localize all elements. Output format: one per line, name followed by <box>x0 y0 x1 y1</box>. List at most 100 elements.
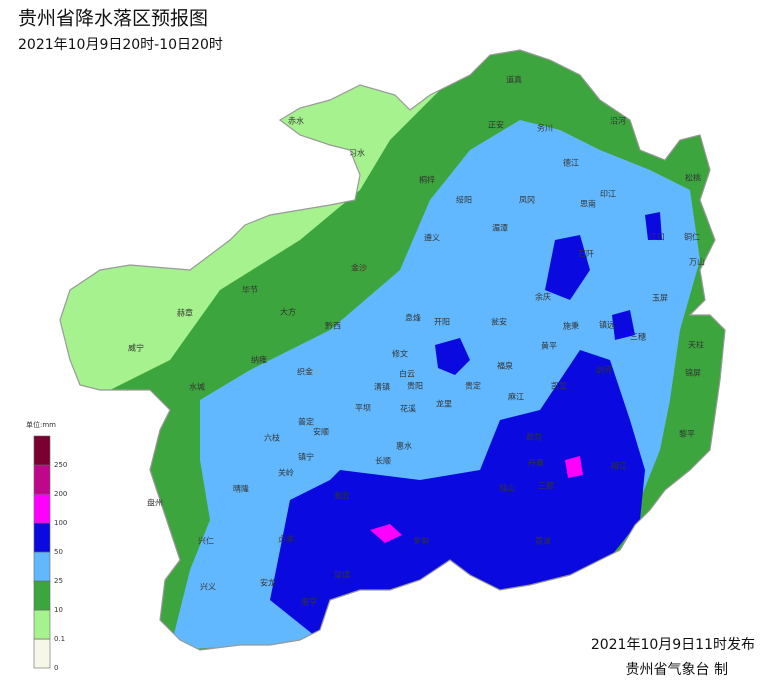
place-label: 黄平 <box>541 341 557 351</box>
place-label: 关岭 <box>278 468 294 478</box>
place-label: 紫云 <box>334 492 350 501</box>
legend-tick-label: 10 <box>54 606 63 614</box>
place-label: 开阳 <box>434 318 450 327</box>
place-label: 沿河 <box>610 116 626 126</box>
place-label: 六枝 <box>264 433 280 443</box>
area-50-100 <box>435 338 470 375</box>
legend-swatch <box>33 435 51 466</box>
place-label: 赫章 <box>177 308 193 318</box>
place-label: 麻江 <box>508 392 524 402</box>
place-label: 惠水 <box>396 441 412 451</box>
place-label: 瓮安 <box>491 317 507 327</box>
place-label: 福泉 <box>497 361 513 371</box>
place-label: 丹寨 <box>528 458 544 468</box>
legend-tick-label: 25 <box>54 577 63 585</box>
place-label: 都匀 <box>526 432 542 442</box>
place-label: 荔波 <box>535 536 551 546</box>
agency: 贵州省气象台 制 <box>626 662 728 678</box>
place-label: 安顺 <box>313 427 329 437</box>
place-label: 晴隆 <box>233 484 249 494</box>
place-label: 剑河 <box>596 365 612 375</box>
place-label: 纳雍 <box>251 355 267 365</box>
place-label: 赤水 <box>288 116 304 126</box>
legend-swatch <box>33 464 51 495</box>
place-label: 兴义 <box>200 583 216 592</box>
place-label: 镇宁 <box>298 452 314 462</box>
place-label: 石阡 <box>578 250 594 259</box>
place-label: 龙里 <box>436 399 452 409</box>
legend-tick-label: 100 <box>54 519 67 527</box>
legend-swatch <box>33 522 51 553</box>
place-label: 清镇 <box>374 382 390 392</box>
place-label: 息烽 <box>405 313 421 323</box>
legend-tick-label: 50 <box>54 548 63 556</box>
place-label: 大方 <box>280 307 296 317</box>
place-label: 锦屏 <box>685 368 701 378</box>
title: 贵州省降水落区预报图 <box>18 8 208 30</box>
place-label: 贞丰 <box>278 534 294 544</box>
place-label: 万山 <box>689 257 705 267</box>
place-label: 遵义 <box>424 233 440 243</box>
area-50-100 <box>545 235 590 300</box>
place-label: 凯里 <box>551 381 567 391</box>
place-label: 花溪 <box>400 404 416 414</box>
area-100-200 <box>370 524 402 543</box>
legend: 0 0.1 10 25 50 100 200 250 <box>33 435 67 672</box>
legend-tick-label: 200 <box>54 490 67 498</box>
place-label: 德江 <box>563 158 579 168</box>
place-label: 册亨 <box>301 597 317 607</box>
place-label: 贵定 <box>465 381 481 391</box>
place-label: 桐梓 <box>419 175 435 185</box>
place-label: 三穗 <box>630 332 646 342</box>
area-100-200 <box>565 456 583 478</box>
place-label: 铜仁 <box>684 232 700 242</box>
place-label: 长顺 <box>375 456 391 466</box>
place-label: 施秉 <box>563 321 579 331</box>
place-label: 兴仁 <box>198 536 214 546</box>
place-label: 水城 <box>189 382 205 392</box>
legend-swatch <box>33 551 51 582</box>
place-label: 黔西 <box>325 321 341 331</box>
place-label: 安龙 <box>260 578 276 588</box>
place-label: 毕节 <box>242 285 258 295</box>
legend-tick-label: 250 <box>54 461 67 469</box>
place-label: 务川 <box>537 123 553 133</box>
place-label: 江口 <box>649 233 665 242</box>
place-label: 独山 <box>499 483 515 493</box>
legend-tick-label: 0 <box>54 664 58 672</box>
place-label: 金沙 <box>351 263 367 273</box>
place-label: 玉屏 <box>652 294 668 303</box>
place-label: 绥阳 <box>456 195 472 205</box>
legend-swatch <box>33 609 51 640</box>
issue-time: 2021年10月9日11时发布 <box>591 637 755 653</box>
area-50-100 <box>270 350 645 640</box>
area-50-100 <box>612 310 635 340</box>
legend-swatch <box>33 580 51 611</box>
place-label: 盘州 <box>147 498 163 508</box>
place-label: 榕江 <box>611 461 627 471</box>
place-label: 白云 <box>399 369 415 379</box>
place-label: 天柱 <box>688 340 704 350</box>
place-label: 印江 <box>600 190 616 199</box>
place-label: 平坝 <box>355 404 371 413</box>
place-label: 余庆 <box>535 292 551 302</box>
place-label: 罗甸 <box>413 536 429 546</box>
place-label: 镇远 <box>599 320 615 330</box>
legend-unit: 单位:mm <box>26 420 56 429</box>
place-label: 贵阳 <box>407 381 423 391</box>
place-label: 威宁 <box>128 343 144 353</box>
subtitle: 2021年10月9日20时-10日20时 <box>18 37 223 53</box>
place-label: 修文 <box>392 349 408 359</box>
place-label: 望谟 <box>334 570 350 580</box>
place-label: 织金 <box>297 367 313 377</box>
legend-swatch <box>33 638 51 669</box>
place-label: 思南 <box>580 199 596 209</box>
legend-swatch <box>33 493 51 524</box>
place-label: 凤冈 <box>519 196 535 205</box>
place-label: 正安 <box>488 120 504 130</box>
place-label: 湄潭 <box>492 224 508 233</box>
place-label: 道真 <box>506 75 522 85</box>
area-50-100 <box>645 212 662 240</box>
